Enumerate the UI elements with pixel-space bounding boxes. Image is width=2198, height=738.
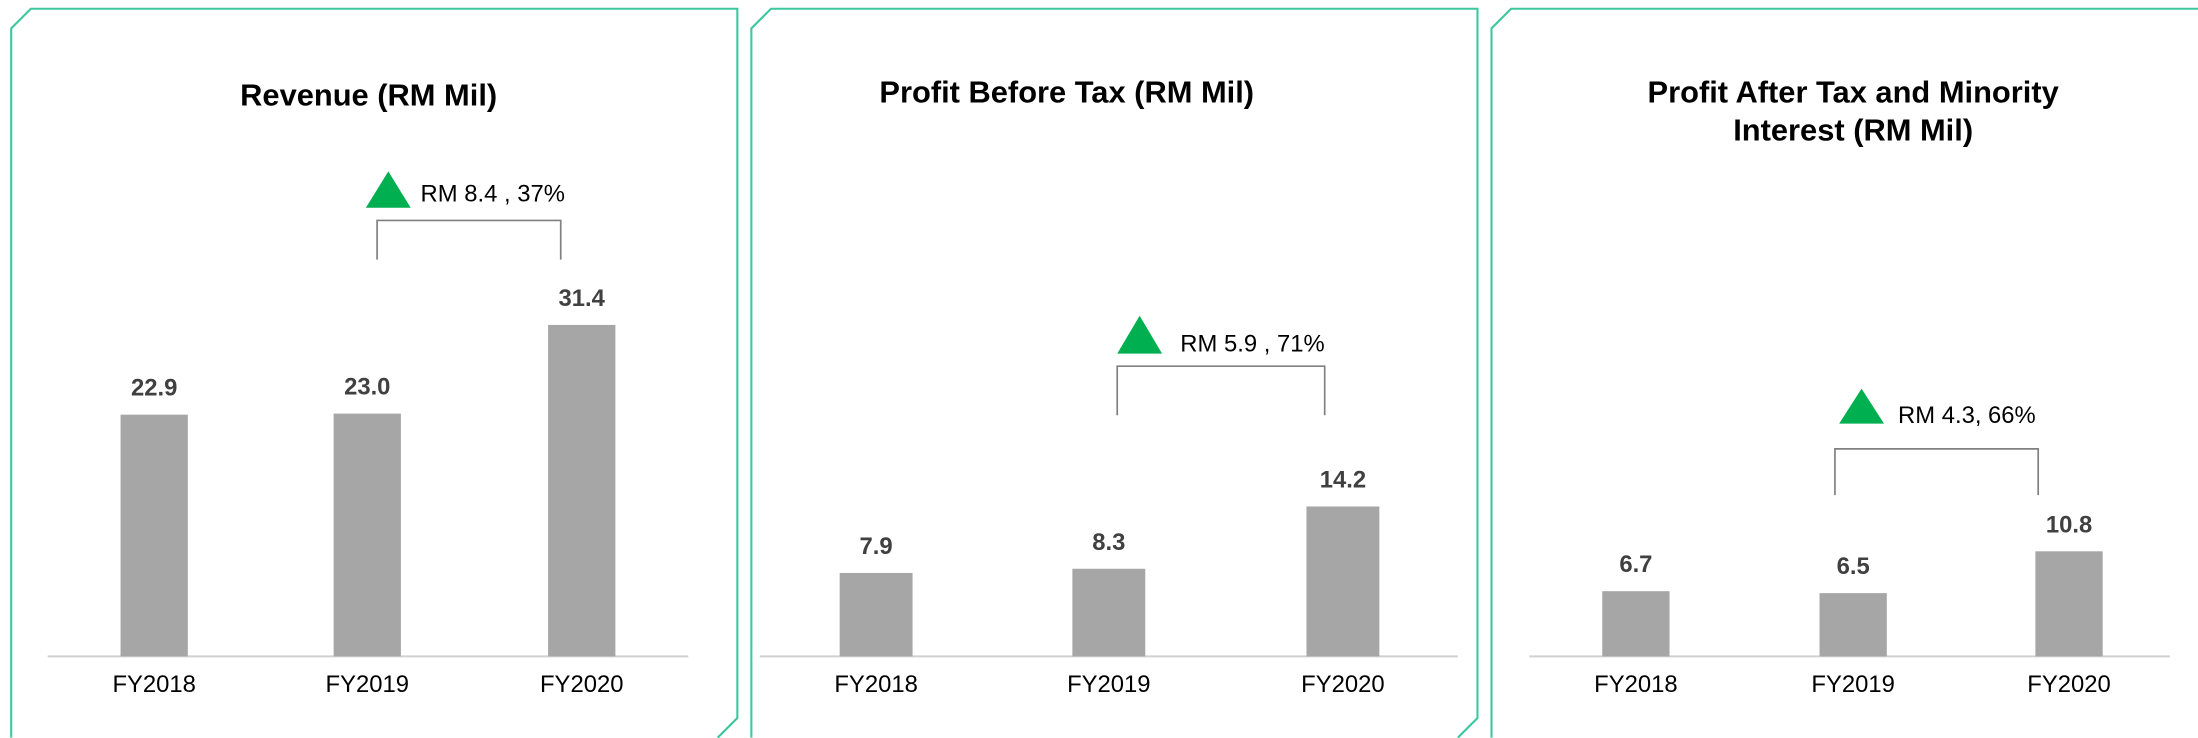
- chart-title-box: Profit After Tax and Minority Interest (…: [1647, 74, 2059, 148]
- bar: [1819, 593, 1887, 657]
- chart-title: Revenue (RM Mil): [240, 77, 498, 113]
- data-label: 6.5: [1837, 553, 1870, 580]
- bracket: [1116, 365, 1326, 416]
- x-tick-label: FY2018: [112, 671, 195, 698]
- bar: [333, 413, 401, 657]
- annotation: RM 8.4 , 37%: [421, 180, 565, 207]
- bar: [1072, 568, 1146, 657]
- panel-border: [1490, 7, 2198, 738]
- x-tick-label: FY2019: [1067, 671, 1150, 698]
- x-tick-label: FY2019: [326, 671, 409, 698]
- chart-title: Profit Before Tax (RM Mil): [879, 74, 1255, 110]
- up-arrow: [1117, 315, 1163, 354]
- x-tick-label: FY2019: [1811, 671, 1894, 698]
- panel-border: [10, 7, 739, 738]
- bar: [2035, 551, 2103, 657]
- x-tick-label: FY2018: [1594, 671, 1677, 698]
- bar: [120, 414, 188, 657]
- bar: [1602, 591, 1670, 657]
- up-arrow: [365, 171, 411, 208]
- data-label: 7.9: [860, 533, 893, 560]
- data-label: 6.7: [1619, 551, 1652, 578]
- bar: [839, 572, 913, 657]
- chart-title: Profit After Tax and Minority Interest (…: [1647, 74, 2059, 148]
- x-tick-label: FY2018: [834, 671, 917, 698]
- bar: [1306, 506, 1380, 657]
- bar: [548, 324, 616, 657]
- up-arrow: [1839, 388, 1884, 424]
- annotation: RM 5.9 , 71%: [1180, 330, 1324, 357]
- data-label: 8.3: [1092, 529, 1125, 556]
- chart-title-box: Revenue (RM Mil): [240, 77, 498, 113]
- data-label: 31.4: [559, 285, 606, 312]
- panel-border: [750, 7, 1479, 738]
- x-tick-label: FY2020: [540, 671, 623, 698]
- bracket: [1834, 448, 2040, 496]
- chart-title-box: Profit Before Tax (RM Mil): [879, 74, 1255, 110]
- data-label: 10.8: [2046, 511, 2092, 538]
- bracket: [376, 219, 562, 260]
- x-tick-label: FY2020: [2027, 671, 2110, 698]
- annotation: RM 4.3, 66%: [1898, 402, 2036, 429]
- data-label: 14.2: [1320, 467, 1366, 494]
- x-tick-label: FY2020: [1301, 671, 1384, 698]
- data-label: 23.0: [344, 374, 390, 401]
- data-label: 22.9: [131, 375, 177, 402]
